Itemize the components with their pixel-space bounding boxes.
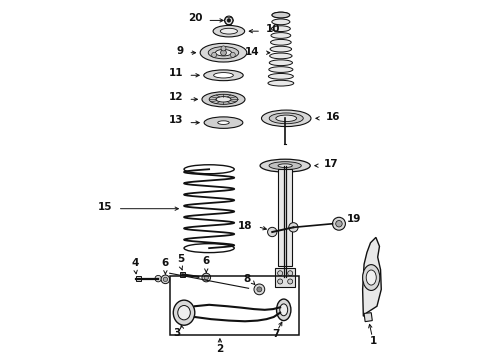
Ellipse shape [218,121,229,125]
Circle shape [278,271,283,276]
Ellipse shape [272,12,290,18]
Text: 4: 4 [132,257,139,267]
Bar [170,276,299,335]
Circle shape [289,223,298,232]
Ellipse shape [276,115,296,122]
Ellipse shape [276,299,291,320]
Ellipse shape [270,53,292,59]
Circle shape [220,50,226,55]
Ellipse shape [208,46,239,59]
Ellipse shape [214,73,233,78]
Text: 6: 6 [203,256,210,266]
Text: 20: 20 [188,13,203,23]
Circle shape [161,275,170,284]
Text: 15: 15 [98,202,112,212]
Ellipse shape [220,28,238,34]
Text: 19: 19 [347,214,361,224]
Ellipse shape [178,306,190,320]
Ellipse shape [268,80,294,86]
Circle shape [221,46,226,51]
Circle shape [202,273,211,282]
Circle shape [230,52,235,57]
Ellipse shape [272,19,290,25]
Polygon shape [363,237,381,316]
Circle shape [212,52,217,57]
Text: 13: 13 [169,116,183,126]
Ellipse shape [213,26,245,37]
Ellipse shape [366,270,376,285]
Text: 7: 7 [272,329,279,339]
Ellipse shape [204,117,243,129]
Text: 5: 5 [177,254,185,264]
Ellipse shape [200,43,247,62]
Text: 9: 9 [176,46,183,55]
Text: 14: 14 [245,46,259,57]
Text: 3: 3 [173,328,180,338]
Ellipse shape [280,304,288,316]
Circle shape [268,227,277,237]
Bar [275,268,295,287]
Ellipse shape [270,46,292,52]
Circle shape [288,279,293,284]
Ellipse shape [216,96,231,102]
Ellipse shape [270,40,291,45]
Text: 10: 10 [266,24,280,34]
Text: 1: 1 [370,336,377,346]
Ellipse shape [269,113,303,124]
Ellipse shape [271,26,291,32]
Circle shape [254,284,265,295]
Circle shape [333,217,345,230]
Ellipse shape [269,73,294,79]
Ellipse shape [269,67,293,72]
Ellipse shape [278,164,293,167]
Text: 6: 6 [162,257,169,267]
Ellipse shape [269,60,293,66]
Circle shape [336,221,342,227]
Text: 16: 16 [325,112,340,122]
Ellipse shape [363,265,380,291]
Circle shape [288,271,293,276]
Ellipse shape [269,162,301,170]
Bar [278,169,293,266]
Ellipse shape [262,110,311,127]
Polygon shape [364,313,372,321]
Ellipse shape [271,33,291,39]
Bar [136,276,141,281]
Text: 17: 17 [324,159,339,169]
Ellipse shape [216,49,232,56]
Ellipse shape [202,92,245,107]
Text: 12: 12 [169,92,183,102]
Circle shape [227,19,231,22]
Text: 11: 11 [169,68,183,78]
Circle shape [155,275,161,282]
Text: 2: 2 [216,344,223,354]
Circle shape [257,287,262,292]
Circle shape [278,279,283,284]
Ellipse shape [260,159,310,172]
Ellipse shape [272,12,290,18]
Circle shape [204,275,208,280]
Circle shape [163,277,168,282]
Ellipse shape [204,70,243,81]
Circle shape [224,16,233,25]
Ellipse shape [173,300,195,325]
Ellipse shape [209,94,238,104]
Bar [180,272,185,277]
Text: 8: 8 [243,274,250,284]
Text: 18: 18 [238,221,252,230]
